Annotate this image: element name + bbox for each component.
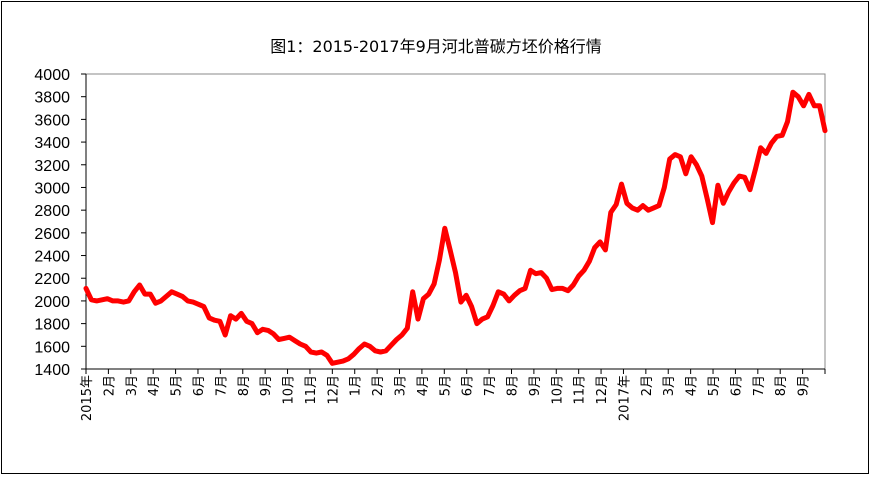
x-tick-label: 7月 [483,375,498,396]
x-tick-label: 10月 [550,375,565,405]
y-tick-label: 1400 [34,362,70,379]
x-tick-label: 5月 [707,375,722,396]
x-tick-label: 6月 [461,375,476,396]
y-tick-label: 3200 [34,158,70,175]
series-layer [83,89,828,366]
series-line [83,89,828,366]
x-tick-label: 4月 [685,375,700,396]
x-tick-label: 6月 [192,375,207,396]
chart-title: 图1：2015-2017年9月河北普碳方坯价格行情 [270,37,602,56]
x-tick-label: 2月 [102,375,117,396]
x-tick-label: 8月 [774,375,789,396]
x-tick-label: 8月 [237,375,252,396]
x-tick-label: 8月 [505,375,520,396]
y-tick-label: 2200 [34,271,70,288]
x-tick-label: 2月 [640,375,655,396]
x-tick-label: 12月 [326,375,341,405]
x-tick-label: 9月 [797,375,812,396]
y-tick-label: 2800 [34,203,70,220]
x-tick-label: 6月 [729,375,744,396]
y-tick-label: 1800 [34,317,70,334]
y-tick-label: 2000 [34,294,70,311]
x-tick-label: 5月 [170,375,185,396]
x-tick-label: 12月 [595,375,610,405]
y-tick-label: 3600 [34,112,70,129]
x-tick-label: 7月 [752,375,767,396]
y-tick-label: 3000 [34,180,70,197]
y-tick-label: 2400 [34,249,70,266]
x-tick-label: 2017年 [617,375,632,421]
x-tick-label: 11月 [304,375,319,405]
x-tick-label: 2月 [371,375,386,396]
x-tick-label: 3月 [394,375,409,396]
y-tick-label: 2600 [34,226,70,243]
x-tick-label: 4月 [147,375,162,396]
y-tick-label: 3400 [34,135,70,152]
x-tick-label: 10月 [282,375,297,405]
x-tick-label: 9月 [528,375,543,396]
x-tick-label: 11月 [573,375,588,405]
x-tick-label: 7月 [214,375,229,396]
y-axis: 4000 3800 3600 3400 3200 3000 2800 2600 2400 2200… [34,67,87,379]
x-tick-label: 2015年 [80,375,95,421]
x-tick-label: 1月 [349,375,364,396]
x-tick-label: 3月 [662,375,677,396]
y-tick-label: 1600 [34,339,70,356]
y-tick-label: 4000 [34,67,70,84]
x-tick-label: 4月 [416,375,431,396]
x-axis: 2015年 2月 3月 4月 5月 6月 7月 8月 9月 10月 11月 12月 1月 2月 3月 4月 5月… [80,368,826,421]
y-tick-label: 3800 [34,90,70,107]
x-tick-label: 3月 [125,375,140,396]
x-tick-label: 5月 [438,375,453,396]
x-tick-label: 9月 [259,375,274,396]
